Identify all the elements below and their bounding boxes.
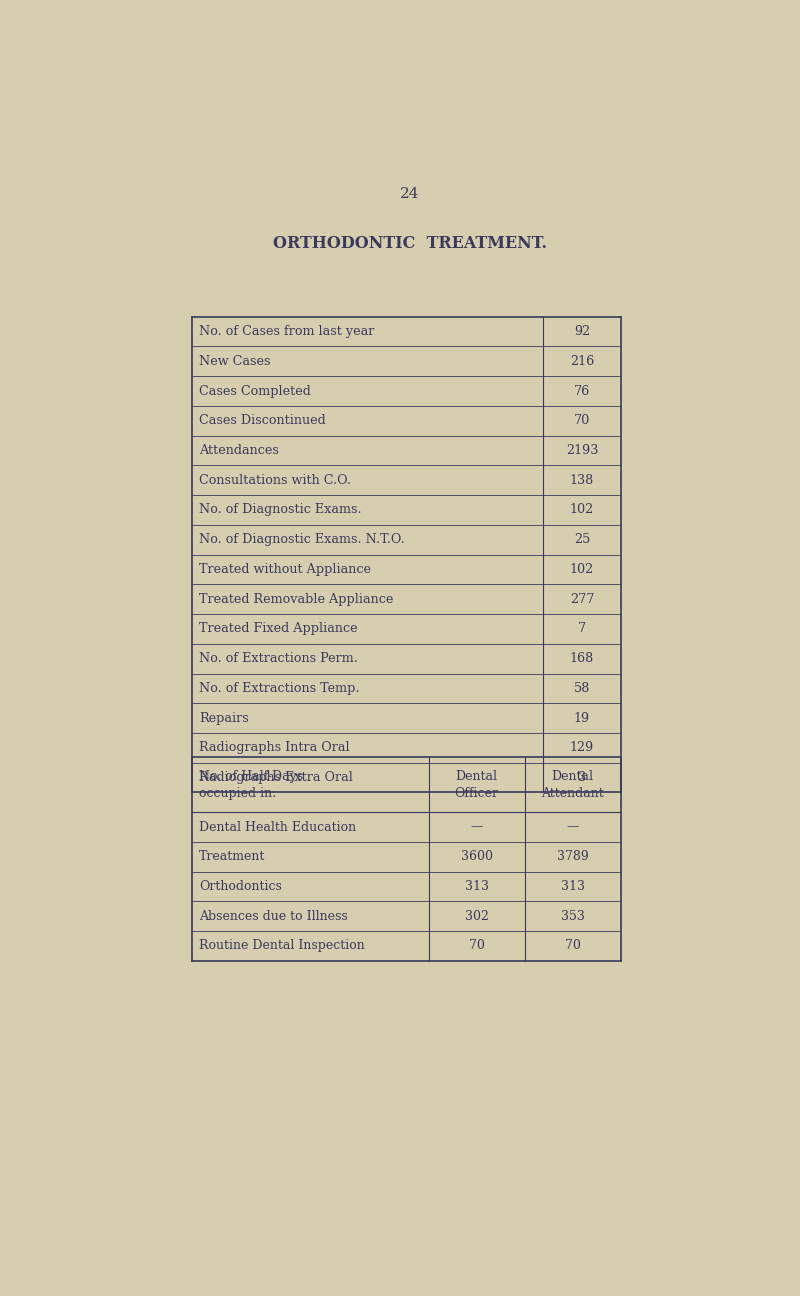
Text: Radiographs Intra Oral: Radiographs Intra Oral — [199, 741, 350, 754]
Text: 25: 25 — [574, 533, 590, 546]
Text: Cases Completed: Cases Completed — [199, 385, 311, 398]
Text: 168: 168 — [570, 652, 594, 665]
Text: 216: 216 — [570, 355, 594, 368]
Text: —: — — [566, 820, 579, 833]
Text: Orthodontics: Orthodontics — [199, 880, 282, 893]
Text: —: — — [470, 820, 483, 833]
Text: New Cases: New Cases — [199, 355, 270, 368]
Text: Attendances: Attendances — [199, 445, 279, 457]
Text: Treated without Appliance: Treated without Appliance — [199, 562, 371, 575]
Text: 7: 7 — [578, 622, 586, 635]
Text: No. of Cases from last year: No. of Cases from last year — [199, 325, 374, 338]
Text: 138: 138 — [570, 474, 594, 487]
Text: 313: 313 — [465, 880, 489, 893]
Text: Dental
Attendant: Dental Attendant — [542, 770, 604, 800]
Text: Absences due to Illness: Absences due to Illness — [199, 910, 348, 923]
Text: 2193: 2193 — [566, 445, 598, 457]
Text: 76: 76 — [574, 385, 590, 398]
Text: 3600: 3600 — [461, 850, 493, 863]
Text: 102: 102 — [570, 503, 594, 517]
Text: 129: 129 — [570, 741, 594, 754]
Text: No. of Diagnostic Exams. N.T.O.: No. of Diagnostic Exams. N.T.O. — [199, 533, 405, 546]
Text: ORTHODONTIC  TREATMENT.: ORTHODONTIC TREATMENT. — [273, 236, 547, 253]
Text: Dental
Officer: Dental Officer — [454, 770, 498, 800]
Text: No. of Extractions Temp.: No. of Extractions Temp. — [199, 682, 360, 695]
Text: 70: 70 — [469, 940, 485, 953]
Text: No. of Diagnostic Exams.: No. of Diagnostic Exams. — [199, 503, 362, 517]
Text: 353: 353 — [561, 910, 585, 923]
Text: 19: 19 — [574, 712, 590, 724]
Text: 24: 24 — [400, 187, 420, 201]
Text: 92: 92 — [574, 325, 590, 338]
Text: 102: 102 — [570, 562, 594, 575]
Text: 70: 70 — [574, 415, 590, 428]
Text: 302: 302 — [465, 910, 489, 923]
Text: No. of Extractions Perm.: No. of Extractions Perm. — [199, 652, 358, 665]
Text: 70: 70 — [565, 940, 581, 953]
Text: 313: 313 — [561, 880, 585, 893]
Text: Radiographs Extra Oral: Radiographs Extra Oral — [199, 771, 353, 784]
Text: Treatment: Treatment — [199, 850, 266, 863]
Text: 277: 277 — [570, 592, 594, 605]
Text: Routine Dental Inspection: Routine Dental Inspection — [199, 940, 365, 953]
Text: Repairs: Repairs — [199, 712, 249, 724]
Text: 3: 3 — [578, 771, 586, 784]
Text: Consultations with C.O.: Consultations with C.O. — [199, 474, 351, 487]
Text: Treated Fixed Appliance: Treated Fixed Appliance — [199, 622, 358, 635]
Text: No. of Half-Days
occupied in:: No. of Half-Days occupied in: — [199, 770, 303, 800]
Text: Treated Removable Appliance: Treated Removable Appliance — [199, 592, 394, 605]
Text: 58: 58 — [574, 682, 590, 695]
Text: Dental Health Education: Dental Health Education — [199, 820, 356, 833]
Text: 3789: 3789 — [557, 850, 589, 863]
Text: Cases Discontinued: Cases Discontinued — [199, 415, 326, 428]
